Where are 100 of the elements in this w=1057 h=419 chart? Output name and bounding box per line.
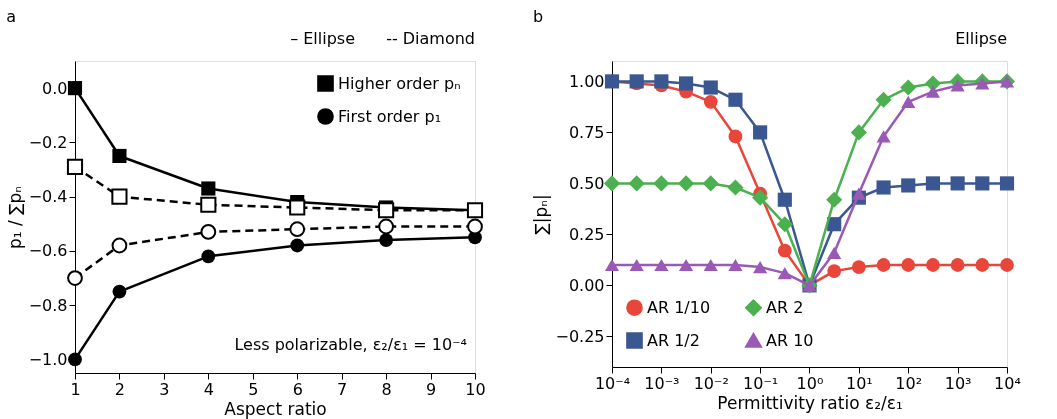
point (925, 85, 941, 98)
point (827, 264, 842, 278)
y-tick-label: 0.0 (42, 78, 68, 98)
legend-label: AR 2 (766, 297, 804, 317)
point (654, 74, 669, 89)
y-tick-label: 0.25 (568, 224, 605, 244)
y-tick-label: −0.6 (28, 241, 68, 261)
x-tick-label: 10 (465, 379, 486, 399)
x-tick-label: 10⁻³ (644, 373, 680, 393)
legend-label: AR 10 (766, 330, 814, 350)
point (728, 92, 743, 107)
point (975, 77, 990, 90)
point (728, 129, 743, 144)
point (727, 179, 744, 196)
point (777, 192, 792, 207)
point (901, 178, 916, 193)
point (112, 148, 127, 164)
text: Ellipse (955, 29, 1007, 48)
point (703, 80, 718, 95)
point (925, 176, 941, 191)
x-tick-label: 10⁻² (693, 373, 729, 393)
point (112, 284, 127, 299)
point (901, 95, 916, 108)
x-tick-label: 5 (248, 379, 259, 399)
point (201, 249, 216, 264)
x-axis-title: Permittivity ratio ε₂/ε₁ (717, 392, 903, 413)
x-tick-label: 8 (381, 379, 392, 399)
point (603, 175, 621, 192)
legend-label: Higher order pₙ (338, 73, 461, 93)
point (66, 158, 84, 175)
point (777, 243, 792, 258)
x-tick-label: 10⁻¹ (743, 373, 779, 393)
annotation: Less polarizable, ε₂/ε₁ = 10⁻⁴ (234, 335, 467, 354)
y-tick-label: 1.00 (568, 71, 605, 91)
x-tick-label: 4 (203, 379, 214, 399)
point (876, 130, 891, 143)
point (777, 267, 792, 280)
y-tick-label: −0.25 (555, 326, 605, 346)
chart-title: b (532, 7, 544, 26)
x-tick-label: 10¹ (845, 373, 873, 393)
point (876, 180, 891, 195)
y-axis-title: ∑|pₙ| (531, 194, 552, 235)
x-tick-label: 7 (337, 379, 348, 399)
y-tick-label: 0.75 (568, 122, 605, 142)
point (604, 258, 620, 272)
point (975, 176, 990, 191)
text: -- Diamond (386, 29, 475, 48)
point (827, 246, 842, 259)
point (290, 238, 305, 253)
point (201, 181, 216, 196)
point (68, 352, 82, 367)
point (875, 91, 892, 108)
text: – Ellipse (290, 29, 355, 48)
x-tick-label: 3 (159, 379, 170, 399)
x-tick-label: 1 (70, 379, 81, 399)
x-tick-label: 10⁻⁴ (594, 373, 631, 393)
y-tick-label: −0.2 (28, 132, 68, 152)
point (900, 79, 917, 96)
y-tick-label: −1.0 (28, 349, 68, 369)
x-tick-label: 10³ (944, 373, 972, 393)
point (111, 188, 128, 205)
y-tick-label: 0.50 (568, 173, 605, 193)
x-tick-label: 10² (895, 373, 923, 393)
point (926, 258, 940, 272)
point (703, 258, 718, 272)
x-tick-label: 10⁰ (796, 373, 824, 393)
point (702, 175, 719, 192)
point (753, 125, 768, 140)
legend-label: AR 1/2 (647, 330, 700, 350)
x-tick-label: 6 (292, 379, 303, 399)
point (999, 176, 1015, 191)
point (703, 94, 718, 109)
point (776, 216, 793, 233)
point (876, 258, 891, 272)
point (851, 260, 866, 274)
point (728, 258, 743, 272)
point (628, 175, 645, 192)
point (379, 233, 393, 247)
point (1000, 258, 1014, 272)
x-tick-label: 9 (425, 379, 437, 399)
point (678, 76, 694, 91)
x-axis-title: Aspect ratio (224, 398, 327, 419)
x-tick-label: 2 (114, 379, 126, 399)
point (826, 191, 843, 208)
point (975, 258, 990, 272)
point (950, 258, 965, 272)
point (629, 258, 644, 272)
point (678, 258, 694, 272)
y-tick-label: 0.00 (568, 275, 605, 295)
point (200, 196, 217, 213)
point (653, 175, 670, 192)
y-tick-label: −0.8 (28, 295, 68, 315)
point (901, 258, 916, 272)
point (950, 176, 965, 191)
legend-label: First order p₁ (338, 106, 442, 126)
y-axis-title: p₁ / ∑pₙ (4, 185, 25, 250)
y-tick-label: −0.4 (28, 187, 68, 207)
point (850, 124, 867, 141)
chart-title: a (6, 7, 16, 26)
point (752, 189, 769, 206)
